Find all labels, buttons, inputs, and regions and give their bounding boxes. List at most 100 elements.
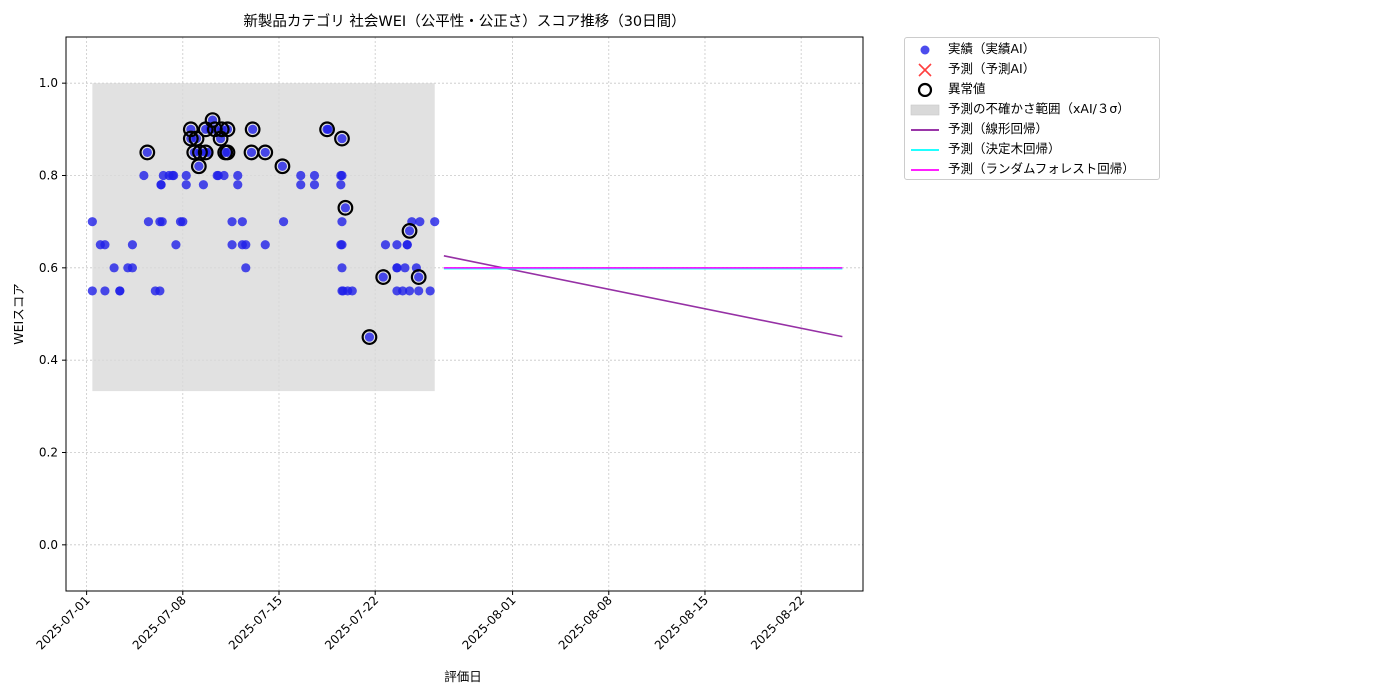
actual-point [227,217,237,227]
actual-point [364,332,375,342]
legend-item-actual: 実績（実績AI） [905,39,1159,59]
chart-legend: 実績（実績AI） 予測（予測AI） 異常値 予測の不確かさ範囲（xAI/３σ） … [904,37,1160,180]
actual-point [415,217,425,227]
actual-point [337,170,347,181]
actual-point [404,286,415,296]
legend-item-forest: 予測（ランダムフォレスト回帰） [905,159,1159,179]
anomaly-marker [219,144,236,161]
actual-point [414,286,424,296]
x-tick-label: 2025-08-22 [748,593,807,652]
actual-point [237,217,247,227]
legend-label-tree: 予測（決定木回帰） [948,141,1061,156]
legend-label-linear: 予測（線形回帰） [948,121,1049,136]
actual-point [169,170,179,181]
y-tick-label: 0.4 [39,353,58,367]
anomaly-marker [319,121,335,138]
actual-point [171,240,181,250]
actual-point [392,240,402,250]
x-tick-label: 2025-08-08 [556,593,615,652]
actual-point [142,147,152,158]
y-tick-label: 0.0 [39,538,58,552]
legend-item-linear: 予測（線形回帰） [905,119,1159,139]
x-tick-label: 2025-08-15 [652,593,711,652]
actual-point [87,217,97,227]
y-tick-label: 1.0 [39,76,58,90]
actual-point [139,170,149,181]
anomaly-marker [274,158,291,175]
legend-marker-predicted [918,63,932,77]
legend-label-anomaly: 異常値 [948,81,986,96]
actual-point [337,217,347,227]
actual-point [392,263,402,273]
y-tick-label: 0.8 [39,169,58,183]
actual-point [127,240,138,250]
legend-marker-actual [920,45,930,55]
actual-point [181,180,191,190]
plot-frame [65,36,864,592]
anomaly-marker [375,269,392,285]
anomaly-marker [337,199,354,216]
legend-patch-band [910,104,940,116]
actual-point [277,161,288,171]
x-axis-label: 評価日 [444,669,482,684]
actual-point [425,286,435,296]
actual-point [398,286,408,296]
actual-point [278,217,289,227]
actual-point [157,217,167,227]
x-tick-label: 2025-07-22 [322,593,381,652]
actual-point [246,147,257,158]
x-tick-label: 2025-07-01 [34,593,93,652]
actual-point [178,217,188,227]
actual-point [260,147,270,158]
actual-point [347,286,357,296]
actual-point [248,124,258,134]
actual-point [100,286,110,296]
actual-point [156,180,166,190]
actual-point [219,170,229,181]
actual-point [296,170,306,181]
actual-point [336,180,346,190]
legend-item-predicted: 予測（予測AI） [905,59,1159,79]
actual-point [309,170,320,181]
actual-point [378,272,388,282]
actual-point [194,161,204,171]
legend-label-predicted: 予測（予測AI） [948,61,1036,76]
actual-point [380,240,391,250]
anomaly-marker [204,112,221,128]
actual-point [402,240,412,250]
actual-point [222,147,233,158]
legend-item-band: 予測の不確かさ範囲（xAI/３σ） [905,99,1159,119]
legend-marker-anomaly [917,82,933,97]
actual-point [414,272,424,282]
anomaly-marker [244,121,261,138]
actual-point [233,170,243,181]
anomaly-marker [192,144,208,161]
anomaly-marker [257,144,274,161]
anomaly-marker [410,269,427,285]
y-tick-label: 0.2 [39,446,58,460]
plot-area [87,83,843,392]
x-tick-label: 2025-07-15 [226,593,285,652]
actual-point [115,286,125,296]
actual-point [87,286,97,296]
anomaly-marker [197,144,214,161]
actual-point [260,240,270,250]
actual-point [337,133,347,144]
anomaly-marker [334,130,350,147]
anomaly-marker [213,121,230,138]
actual-point [155,286,165,296]
actual-point [337,263,347,273]
chart-title: 新製品カテゴリ 社会WEI（公平性・公正さ）スコア推移（30日間） [243,12,685,30]
legend-line-tree [911,149,939,151]
actual-point [340,203,351,213]
y-tick-label: 0.6 [39,261,58,275]
actual-point [227,240,237,250]
anomaly-marker [401,222,418,239]
actual-point [337,240,347,250]
actual-point [181,170,191,181]
legend-label-actual: 実績（実績AI） [948,41,1036,56]
legend-item-tree: 予測（決定木回帰） [905,139,1159,159]
actual-point [143,217,154,227]
actual-point [109,263,119,273]
